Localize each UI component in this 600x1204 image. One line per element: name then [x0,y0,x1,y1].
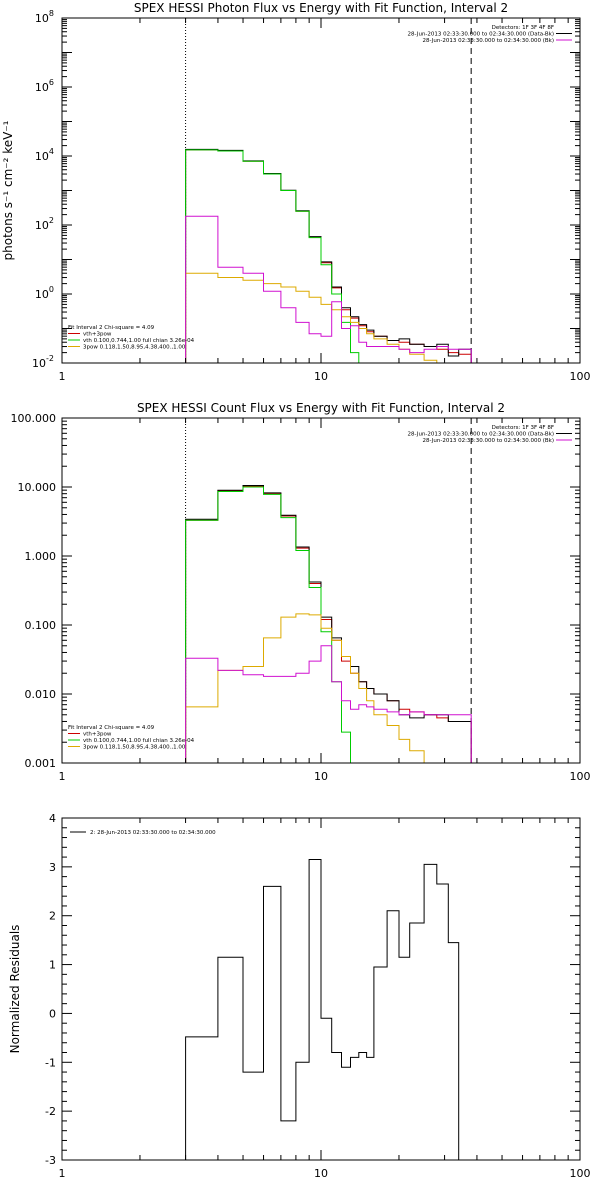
y-tick-label: 102 [35,216,54,232]
y-tick-label: 104 [35,147,54,163]
x-tick-label: 1 [59,370,66,383]
legend-label: Fit Interval 2 Chi-square = 4.09 [68,725,155,731]
legend-label: vth+3pow [83,332,112,338]
y-tick-label: -2 [45,1105,56,1118]
series-line-5 [185,215,472,363]
x-tick-label: 100 [570,370,591,383]
y-tick-label: 2 [49,910,56,923]
legend-label: 28-Jun-2013 02:33:30.000 to 02:34:30.000… [422,438,554,444]
y-tick-label: 1.000 [25,550,57,563]
x-tick-label: 100 [570,1167,591,1180]
y-tick-exponent: -2 [46,354,54,363]
y-tick-exponent: 0 [49,285,54,294]
y-tick-label: 3 [49,861,56,874]
y-tick-label: 10.000 [18,481,57,494]
y-tick-base: 10 [35,288,49,301]
x-tick-label: 10 [314,1167,328,1180]
x-tick-label: 1 [59,1167,66,1180]
series-line-2 [185,485,472,763]
y-tick-base: 10 [35,219,49,232]
y-tick-label: 0.010 [25,688,57,701]
plot-frame [61,17,581,364]
y-tick-exponent: 6 [49,78,54,87]
y-tick-label: 10-2 [32,354,54,370]
y-tick-label: 0.001 [25,757,57,770]
y-tick-label: 1 [49,959,56,972]
y-tick-base: 10 [35,81,49,94]
x-tick-label: 10 [314,770,328,783]
legend-label: 28-Jun-2013 02:33:30.000 to 02:34:30.000… [422,38,554,44]
y-tick-label: 4 [49,812,56,825]
y-tick-base: 10 [35,150,49,163]
legend-label: 28-Jun-2013 02:33:30.000 to 02:34:30.000… [408,32,554,38]
y-tick-label: 100.000 [11,412,57,425]
legend-label: 3pow 0.118,1.50,8.95,4.38,400.,1.00 [83,345,186,351]
legend-label: vth+3pow [83,732,112,738]
legend-label: 3pow 0.118,1.50,8.95,4.38,400.,1.00 [83,745,186,751]
series-line-1 [185,149,472,363]
legend-label: Detectors: 1F 3F 4F 8F [492,425,554,431]
series-line-2 [185,148,472,363]
y-tick-label: 108 [35,9,54,25]
legend-label: Detectors: 1F 3F 4F 8F [492,25,554,31]
y-tick-label: 0.100 [25,619,57,632]
y-tick-label: -1 [45,1056,56,1069]
y-tick-label: 0 [49,1007,56,1020]
y-tick-exponent: 4 [49,147,54,156]
x-tick-label: 100 [570,770,591,783]
legend-label: 28-Jun-2013 02:33:30.000 to 02:34:30.000… [408,432,554,438]
chart-title: SPEX HESSI Count Flux vs Energy with Fit… [137,401,505,415]
series-line-1 [185,859,460,1160]
y-tick-base: 10 [32,357,46,370]
legend-label: 2: 28-Jun-2013 02:33:30.000 to 02:34:30.… [90,830,216,836]
x-tick-label: 1 [59,770,66,783]
y-tick-label: 106 [35,78,54,94]
legend-label: Fit Interval 2 Chi-square = 4.09 [68,325,155,331]
series-line-3 [185,149,367,363]
chart-title: SPEX HESSI Photon Flux vs Energy with Fi… [134,1,508,15]
series-line-5 [185,645,472,763]
series-line-3 [185,486,359,763]
y-tick-exponent: 8 [49,9,54,18]
series-group [185,148,472,363]
legend-label: vth 0.100,0.744,1.00 full chian 3.26e-04 [83,338,195,344]
y-tick-exponent: 2 [49,216,54,225]
series-line-1 [185,485,472,763]
y-axis-label: Normalized Residuals [8,925,22,1054]
series-line-4 [185,613,437,763]
series-group [185,859,460,1160]
y-tick-base: 10 [35,12,49,25]
y-axis-label: photons s⁻¹ cm⁻² keV⁻¹ [1,120,15,260]
legend-label: vth 0.100,0.744,1.00 full chian 3.26e-04 [83,738,195,744]
y-tick-label: -3 [45,1154,56,1167]
x-tick-label: 10 [314,370,328,383]
chart-panel-2: 1 10 100 0.001 0.010 0.100 1.000 10.000 100.000 S… [11,401,591,783]
series-group [185,485,472,763]
chart-panel-3: 1 10 100 -3 -2 -1 0 1 2 3 4 Normalized Residuals 2: … [8,812,591,1180]
y-tick-label: 100 [35,285,54,301]
